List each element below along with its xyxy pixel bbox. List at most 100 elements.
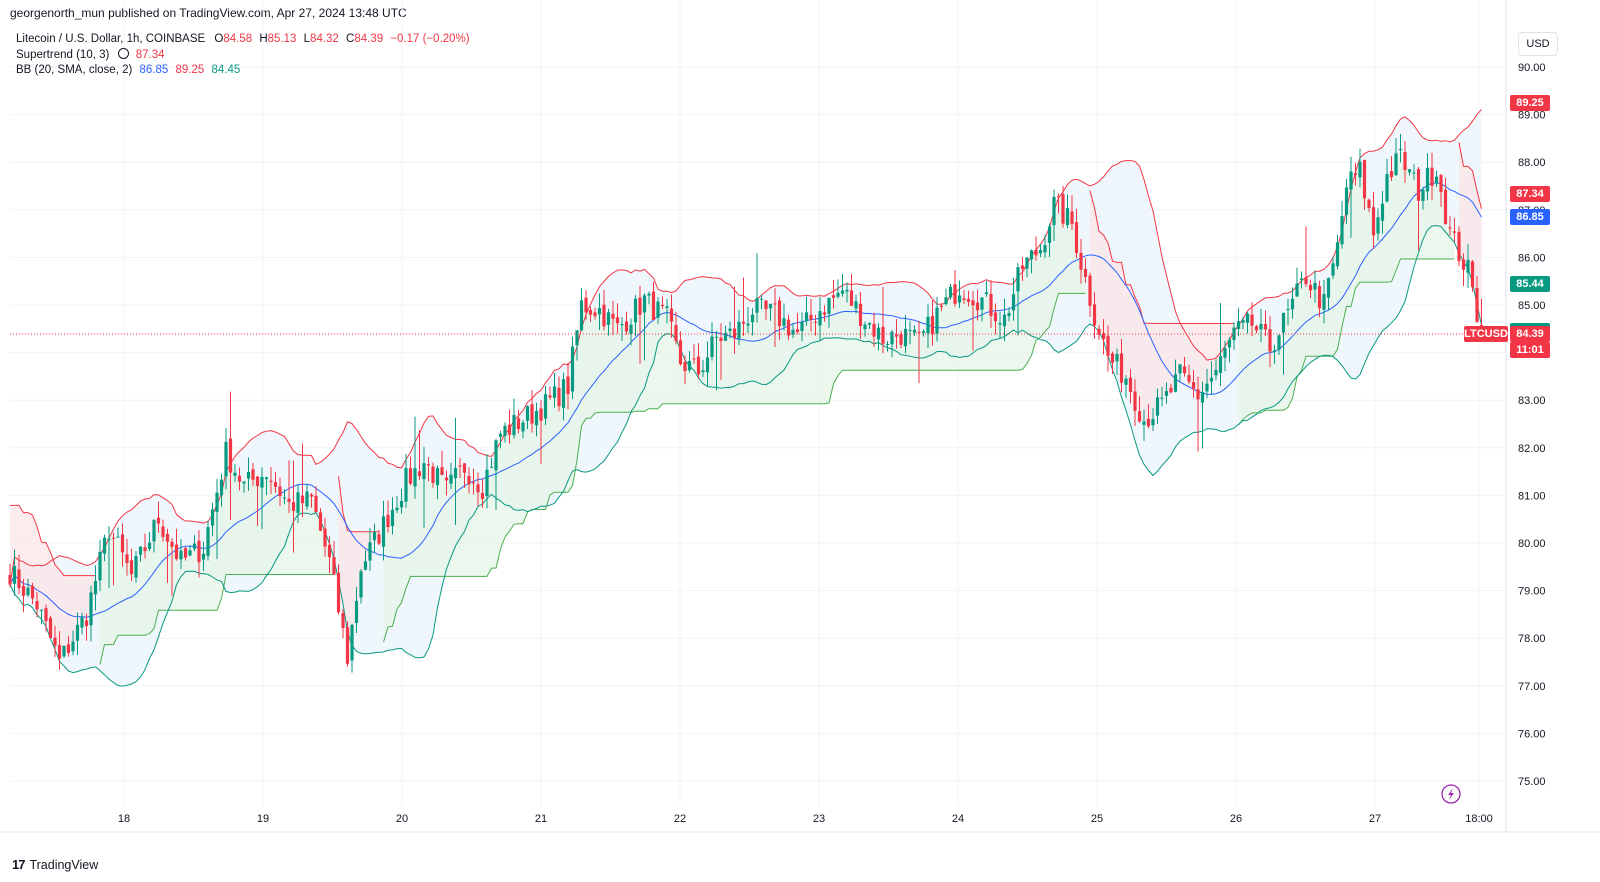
candle-body [935,307,939,334]
lightning-icon-bolt [1448,788,1454,800]
candle-body [1079,252,1083,270]
candle-body [426,464,431,466]
candle-body [669,308,674,322]
candle-body [1425,167,1430,192]
candle-body [588,310,593,315]
candle-body [305,491,309,507]
candle-body [602,304,606,327]
candle-body [363,561,368,570]
candle-body [219,479,224,496]
candle-body [1146,418,1151,427]
candle-body [188,550,192,556]
candle-body [1461,259,1466,270]
candle-body [953,284,957,304]
candle-body [1326,278,1331,298]
candle-body [260,476,264,488]
candle-body [863,324,867,330]
candle-body [1029,250,1034,260]
y-tick-label: 83.00 [1518,395,1546,407]
candle-body [224,441,228,477]
candle-body [809,314,813,320]
bb-basis-line [9,182,1482,618]
candle-body [269,480,273,482]
candle-body [566,376,570,395]
high-value: 85.13 [267,33,297,45]
candle-body [1083,268,1088,277]
candle-body [1124,378,1128,385]
candle-body [71,641,75,652]
candle-body [1011,294,1016,311]
candle-body [1430,167,1434,186]
candle-body [1353,173,1358,175]
x-tick-label: 18:00 [1465,813,1493,825]
candle-body [1398,149,1403,151]
candle-body [98,551,102,581]
candle-body [476,484,480,493]
candle-body [1218,356,1223,373]
candle-body [759,298,764,300]
candle-body [377,534,381,544]
candle-body [1434,176,1439,184]
candle-body [1173,374,1178,392]
candle-body [651,291,656,320]
candle-body [84,620,89,627]
supertrend-up-fill [383,196,1086,642]
legend-bb-row[interactable]: BB (20, SMA, close, 2) 86.85 89.25 84.45 [16,63,470,79]
candle-body [1128,377,1133,392]
low-label: L [303,33,311,45]
candle-body [831,295,836,298]
x-tick-label: 20 [396,813,408,825]
candle-body [111,537,116,539]
candle-body [318,512,323,531]
candle-body [1340,216,1344,245]
candle-body [62,645,66,657]
candle-body [386,514,390,528]
candle-body [903,328,908,347]
candle-body [575,330,579,346]
candle-body [971,300,975,306]
candle-body [1034,249,1038,256]
candle-body [1295,283,1299,297]
candle-body [291,502,296,511]
candle-body [228,438,233,473]
candle-body [1200,391,1205,403]
candle-body [1088,275,1092,306]
supertrend-name: Supertrend (10, 3) [16,48,110,61]
y-tick-label: 78.00 [1518,633,1546,645]
legend-symbol-row[interactable]: Litecoin / U.S. Dollar, 1h, COINBASE O84… [16,32,470,48]
candle-body [255,476,260,487]
candle-body [485,469,489,497]
candle-body [453,468,458,479]
candle-body [206,527,210,556]
candle-body [732,328,737,338]
candle-body [444,477,449,481]
candle-body [1227,339,1232,348]
candle-body [1299,278,1304,281]
candle-body [822,312,827,315]
candle-body [120,534,125,553]
tradingview-logo[interactable]: 17 TradingView [12,857,98,872]
y-tick-label: 75.00 [1518,776,1546,788]
candle-body [633,298,638,323]
candle-body [489,466,494,468]
supertrend-down-fill [1459,142,1482,330]
candle-body [1389,171,1394,178]
candle-body [507,424,512,435]
y-tick-label: 90.00 [1518,62,1546,74]
candle-body [714,336,719,338]
candle-body [1106,335,1110,356]
supertrend-value: 87.34 [135,48,165,61]
y-tick-label: 89.00 [1518,110,1546,122]
change-value: −0.17 (−0.20%) [390,33,470,45]
candle-body [1367,199,1371,209]
legend-supertrend-row[interactable]: Supertrend (10, 3) 87.34 [16,47,470,64]
candle-body [1403,152,1407,171]
candle-body [1101,333,1106,340]
candle-body [165,533,170,542]
y-tick-label: 81.00 [1518,490,1546,502]
currency-button[interactable]: USD [1518,32,1558,56]
candle-body [197,540,201,563]
candle-body [341,613,345,628]
price-badge: 87.34 [1510,185,1550,202]
